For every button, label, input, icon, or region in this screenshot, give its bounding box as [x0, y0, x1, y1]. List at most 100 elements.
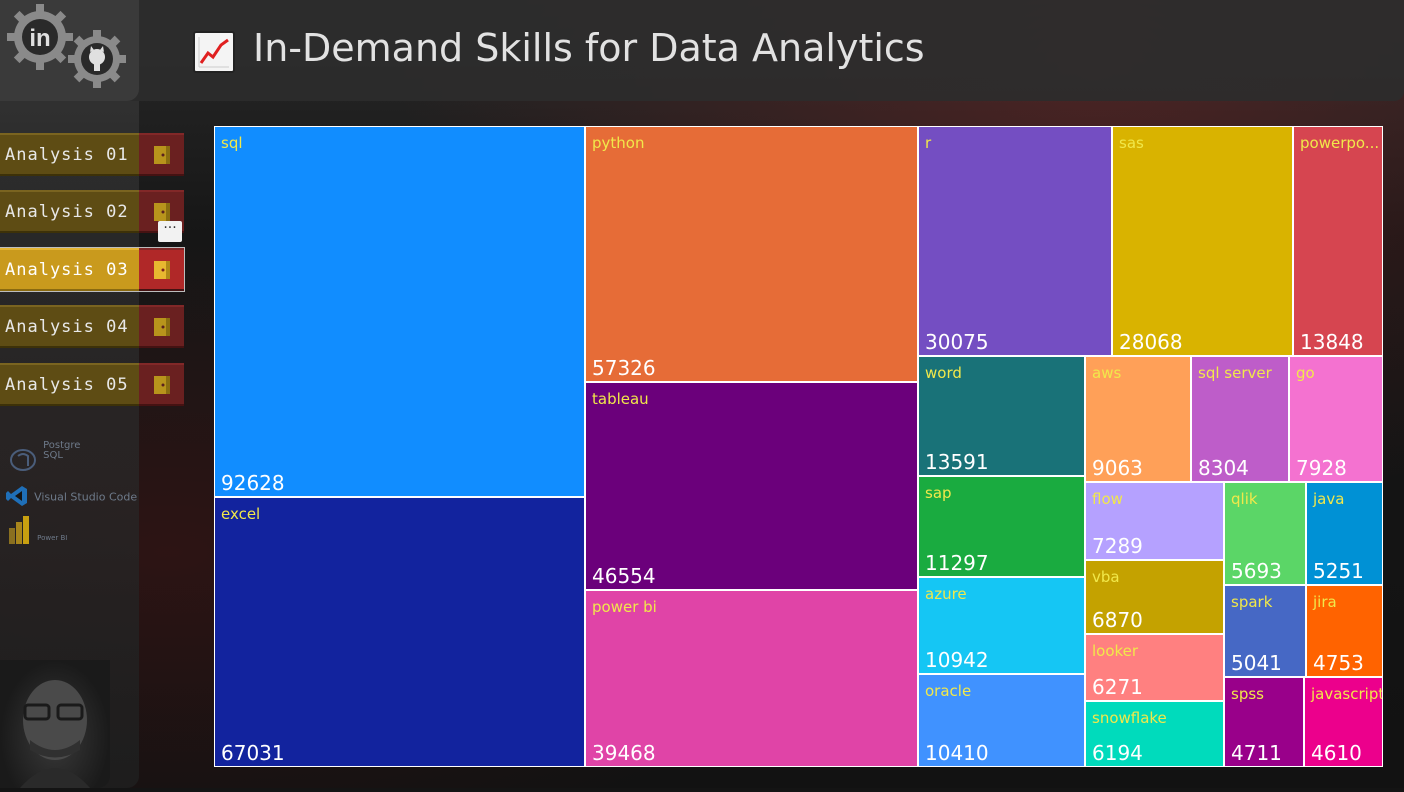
powerbi-logo: Power BI — [8, 514, 67, 544]
treemap-tile[interactable]: qlik 5693 — [1225, 483, 1305, 584]
door-icon — [139, 305, 184, 348]
nav-label: Analysis 04 — [0, 305, 139, 348]
nav-analysis-04[interactable]: Analysis 04 — [0, 305, 184, 348]
nav-analysis-05[interactable]: Analysis 05 — [0, 363, 184, 406]
tile-label: jira — [1313, 593, 1337, 611]
vscode-logo: Visual Studio Code — [5, 484, 137, 508]
tile-value: 7289 — [1092, 534, 1143, 558]
tile-label: sas — [1119, 134, 1144, 152]
tool-label: Visual Studio Code — [34, 490, 138, 504]
tile-value: 10410 — [925, 741, 989, 765]
treemap-tile[interactable]: power bi 39468 — [586, 591, 917, 766]
tile-label: spark — [1231, 593, 1273, 611]
door-icon — [139, 248, 184, 291]
tile-value: 4753 — [1313, 651, 1364, 675]
treemap-tile[interactable]: python 57326 — [586, 127, 917, 381]
tile-label: go — [1296, 364, 1315, 382]
nav-label: Analysis 02 — [0, 190, 139, 233]
nav-analysis-03[interactable]: Analysis 03 — [0, 247, 185, 292]
tile-value: 5251 — [1313, 559, 1364, 583]
door-icon — [139, 133, 184, 176]
tile-value: 4711 — [1231, 741, 1282, 765]
treemap-tile[interactable]: sql server 8304 — [1192, 357, 1288, 481]
tile-label: javascript — [1311, 685, 1382, 703]
treemap-tile[interactable]: tableau 46554 — [586, 383, 917, 589]
tool-label: Postgre SQL — [43, 439, 81, 461]
treemap-tile[interactable]: java 5251 — [1307, 483, 1382, 584]
treemap-tile[interactable]: spark 5041 — [1225, 586, 1305, 676]
treemap-tile[interactable]: flow 7289 — [1086, 483, 1223, 559]
tile-label: azure — [925, 585, 967, 603]
tile-value: 28068 — [1119, 330, 1183, 354]
nav-label: Analysis 03 — [0, 248, 139, 291]
tile-value: 6870 — [1092, 608, 1143, 632]
treemap-tile[interactable]: powerpo... 13848 — [1294, 127, 1382, 355]
chart-increasing-icon — [193, 31, 235, 73]
treemap-tile[interactable]: word 13591 — [919, 357, 1084, 475]
vscode-icon — [6, 486, 27, 506]
treemap-tile[interactable]: javascript 4610 — [1305, 678, 1382, 766]
treemap-tile[interactable]: looker 6271 — [1086, 635, 1223, 700]
tile-value: 7928 — [1296, 456, 1347, 480]
treemap-tile[interactable]: excel 67031 — [215, 498, 584, 766]
tile-label: java — [1313, 490, 1345, 508]
tile-label: qlik — [1231, 490, 1258, 508]
svg-text:in: in — [29, 25, 50, 52]
nav-analysis-01[interactable]: Analysis 01 — [0, 133, 184, 176]
avatar — [0, 660, 110, 788]
treemap-tile[interactable]: aws 9063 — [1086, 357, 1190, 481]
tile-value: 5693 — [1231, 559, 1282, 583]
tile-label: flow — [1092, 490, 1123, 508]
page-title: In-Demand Skills for Data Analytics — [253, 26, 925, 70]
tile-label: sql server — [1198, 364, 1272, 382]
tile-value: 9063 — [1092, 456, 1143, 480]
treemap-tile[interactable]: snowflake 6194 — [1086, 702, 1223, 766]
tile-value: 5041 — [1231, 651, 1282, 675]
tile-value: 67031 — [221, 741, 285, 765]
tile-value: 10942 — [925, 648, 989, 672]
tool-label: Power BI — [37, 534, 68, 542]
treemap-tile[interactable]: sas 28068 — [1113, 127, 1292, 355]
tile-value: 30075 — [925, 330, 989, 354]
logo-panel: in — [0, 0, 139, 101]
tile-value: 46554 — [592, 564, 656, 588]
postgresql-icon — [10, 449, 36, 471]
tile-label: tableau — [592, 390, 649, 408]
tile-value: 4610 — [1311, 741, 1362, 765]
door-icon — [139, 363, 184, 406]
treemap-tile[interactable]: vba 6870 — [1086, 561, 1223, 633]
treemap-tile[interactable]: oracle 10410 — [919, 675, 1084, 766]
tile-value: 57326 — [592, 356, 656, 380]
postgresql-logo: Postgre SQL — [8, 440, 83, 474]
treemap-tile[interactable]: azure 10942 — [919, 578, 1084, 673]
linkedin-gear-icon[interactable]: in — [5, 2, 75, 72]
tile-value: 13591 — [925, 450, 989, 474]
tile-label: word — [925, 364, 962, 382]
treemap-tile[interactable]: sap 11297 — [919, 477, 1084, 576]
treemap-tile[interactable]: spss 4711 — [1225, 678, 1303, 766]
treemap-tile[interactable]: jira 4753 — [1307, 586, 1382, 676]
treemap-tile[interactable]: go 7928 — [1290, 357, 1382, 481]
treemap-tile[interactable]: r 30075 — [919, 127, 1111, 355]
more-options-button[interactable]: ··· — [158, 221, 182, 242]
nav-label: Analysis 01 — [0, 133, 139, 176]
nav-label: Analysis 05 — [0, 363, 139, 406]
tile-label: oracle — [925, 682, 972, 700]
tile-label: looker — [1092, 642, 1139, 660]
powerbi-icon — [9, 516, 29, 544]
tile-label: python — [592, 134, 645, 152]
tile-label: sap — [925, 484, 952, 502]
tile-value: 8304 — [1198, 456, 1249, 480]
treemap-chart[interactable]: sql 92628 excel 67031 python 57326 tableau 4655… — [214, 126, 1383, 767]
tile-label: power bi — [592, 598, 657, 616]
nav-analysis-02[interactable]: Analysis 02 — [0, 190, 184, 233]
github-gear-icon[interactable] — [66, 28, 128, 90]
tile-label: excel — [221, 505, 261, 523]
treemap-tile[interactable]: sql 92628 — [215, 127, 584, 496]
tile-label: vba — [1092, 568, 1120, 586]
tile-value: 39468 — [592, 741, 656, 765]
tile-label: sql — [221, 134, 243, 152]
tile-value: 92628 — [221, 471, 285, 495]
tile-label: snowflake — [1092, 709, 1167, 727]
tile-value: 6271 — [1092, 675, 1143, 699]
